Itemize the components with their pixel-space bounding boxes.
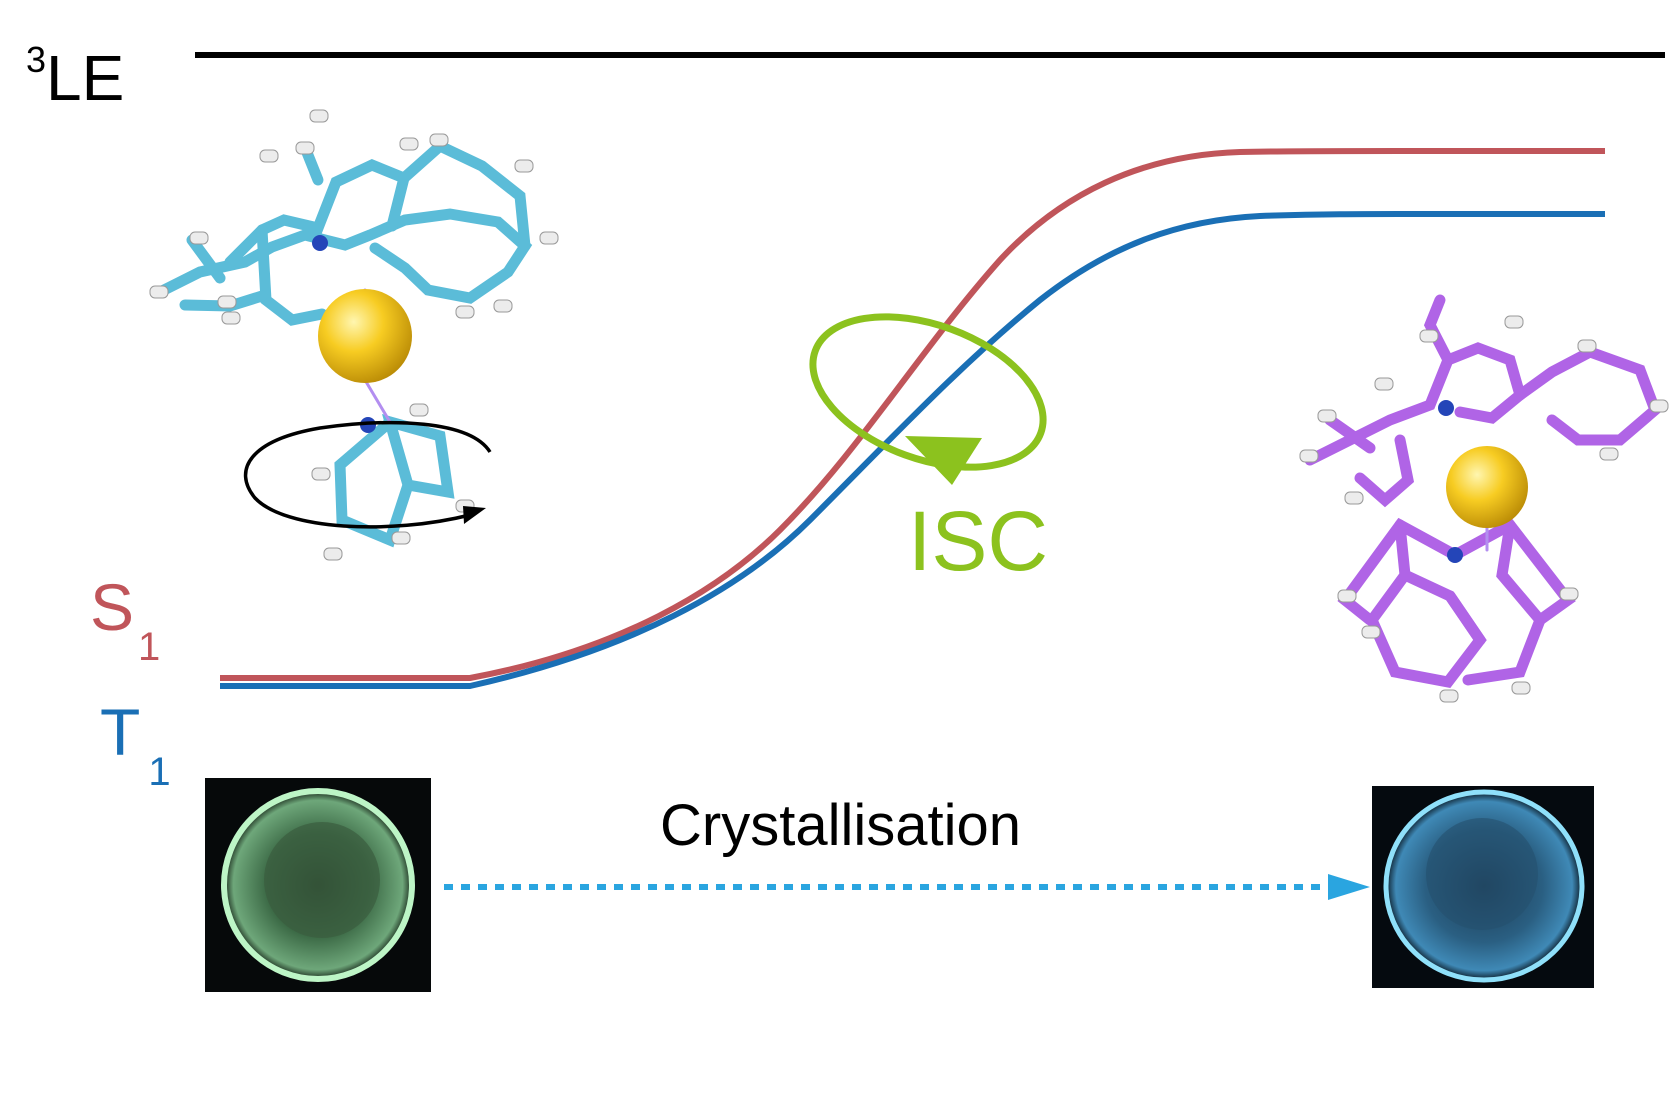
le-label-superscript: 3: [26, 39, 46, 80]
molecule-purple-icon: [1304, 294, 1662, 689]
t1-label: T1: [100, 695, 171, 794]
crystallisation-arrow-head: [1328, 874, 1370, 900]
isc-loop-icon: [809, 313, 1047, 485]
nitrogen-atom-left-lower: [360, 417, 376, 433]
molecule-purple-hydrogens: [1299, 315, 1669, 703]
t1-curve: [220, 211, 1605, 689]
le-label-main: LE: [46, 42, 124, 114]
rotation-arrow-icon: [243, 420, 492, 529]
molecule-cyan-hydrogens: [149, 109, 559, 561]
t1-label-sub: 1: [148, 750, 170, 794]
nitrogen-atom-left: [312, 235, 328, 251]
s1-label: S1: [90, 570, 160, 669]
le-label: 3LE: [26, 39, 124, 114]
nitrogen-atom-right-lower: [1447, 547, 1463, 563]
metal-atom-right: [1446, 446, 1528, 528]
green-emission-photo: [205, 778, 431, 992]
s1-label-sub: 1: [138, 625, 160, 669]
blue-emission-photo: [1372, 786, 1594, 988]
t1-label-main: T: [100, 695, 140, 769]
crystallisation-label: Crystallisation: [660, 793, 1021, 858]
isc-label: ISC: [908, 494, 1048, 588]
s1-label-main: S: [90, 570, 134, 644]
s1-curve: [220, 148, 1605, 681]
metal-atom-left: [318, 289, 412, 383]
nitrogen-atom-right: [1438, 400, 1454, 416]
